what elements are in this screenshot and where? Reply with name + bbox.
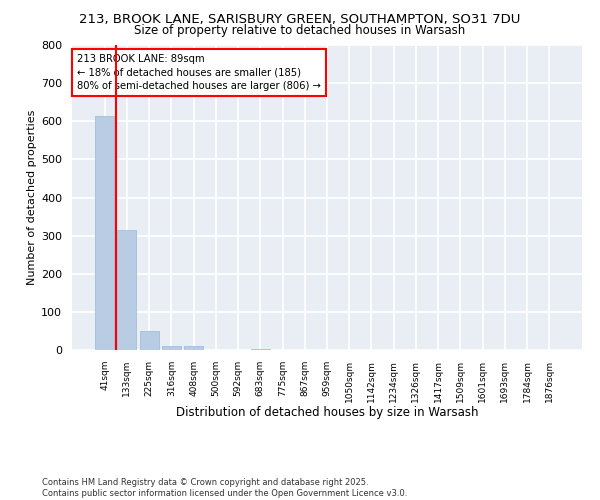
X-axis label: Distribution of detached houses by size in Warsash: Distribution of detached houses by size … xyxy=(176,406,478,419)
Bar xyxy=(95,116,114,350)
Bar xyxy=(162,346,181,350)
Text: Size of property relative to detached houses in Warsash: Size of property relative to detached ho… xyxy=(134,24,466,37)
Text: 213, BROOK LANE, SARISBURY GREEN, SOUTHAMPTON, SO31 7DU: 213, BROOK LANE, SARISBURY GREEN, SOUTHA… xyxy=(79,12,521,26)
Text: 213 BROOK LANE: 89sqm
← 18% of detached houses are smaller (185)
80% of semi-det: 213 BROOK LANE: 89sqm ← 18% of detached … xyxy=(77,54,321,90)
Bar xyxy=(140,331,158,350)
Bar xyxy=(251,349,270,350)
Bar xyxy=(184,346,203,350)
Y-axis label: Number of detached properties: Number of detached properties xyxy=(27,110,37,285)
Bar xyxy=(118,230,136,350)
Text: Contains HM Land Registry data © Crown copyright and database right 2025.
Contai: Contains HM Land Registry data © Crown c… xyxy=(42,478,407,498)
